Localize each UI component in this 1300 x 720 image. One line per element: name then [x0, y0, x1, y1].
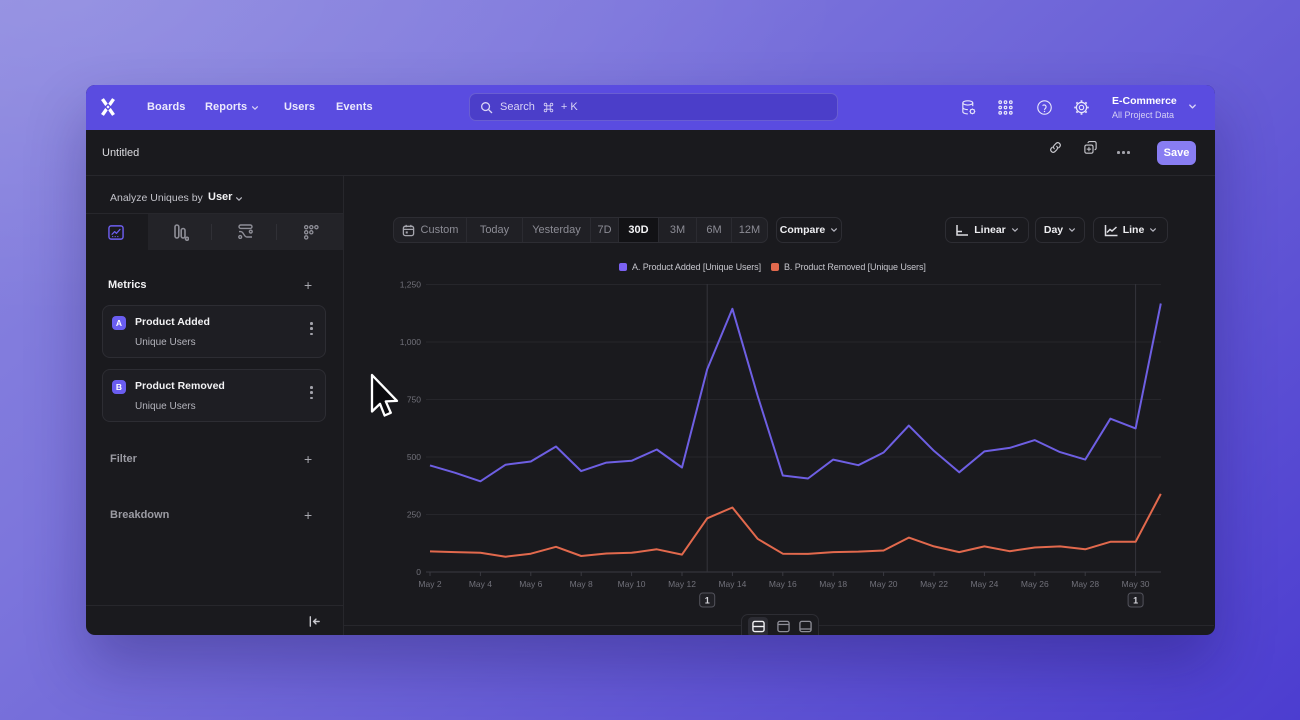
svg-text:1: 1 [705, 596, 710, 606]
svg-text:1,000: 1,000 [400, 337, 422, 347]
svg-text:May 12: May 12 [668, 579, 696, 589]
svg-text:May 16: May 16 [769, 579, 797, 589]
svg-text:May 4: May 4 [469, 579, 492, 589]
svg-text:May 22: May 22 [920, 579, 948, 589]
svg-text:500: 500 [407, 452, 421, 462]
svg-text:0: 0 [416, 567, 421, 577]
svg-text:May 18: May 18 [819, 579, 847, 589]
svg-text:May 24: May 24 [970, 579, 998, 589]
svg-text:May 30: May 30 [1122, 579, 1150, 589]
svg-text:May 10: May 10 [618, 579, 646, 589]
svg-text:1: 1 [1133, 596, 1138, 606]
svg-text:1,250: 1,250 [400, 280, 422, 290]
svg-text:May 14: May 14 [718, 579, 746, 589]
svg-text:May 8: May 8 [570, 579, 593, 589]
svg-text:May 28: May 28 [1071, 579, 1099, 589]
svg-text:May 6: May 6 [519, 579, 542, 589]
svg-text:May 26: May 26 [1021, 579, 1049, 589]
svg-text:May 20: May 20 [870, 579, 898, 589]
svg-text:May 2: May 2 [418, 579, 441, 589]
svg-text:250: 250 [407, 510, 421, 520]
svg-text:750: 750 [407, 395, 421, 405]
